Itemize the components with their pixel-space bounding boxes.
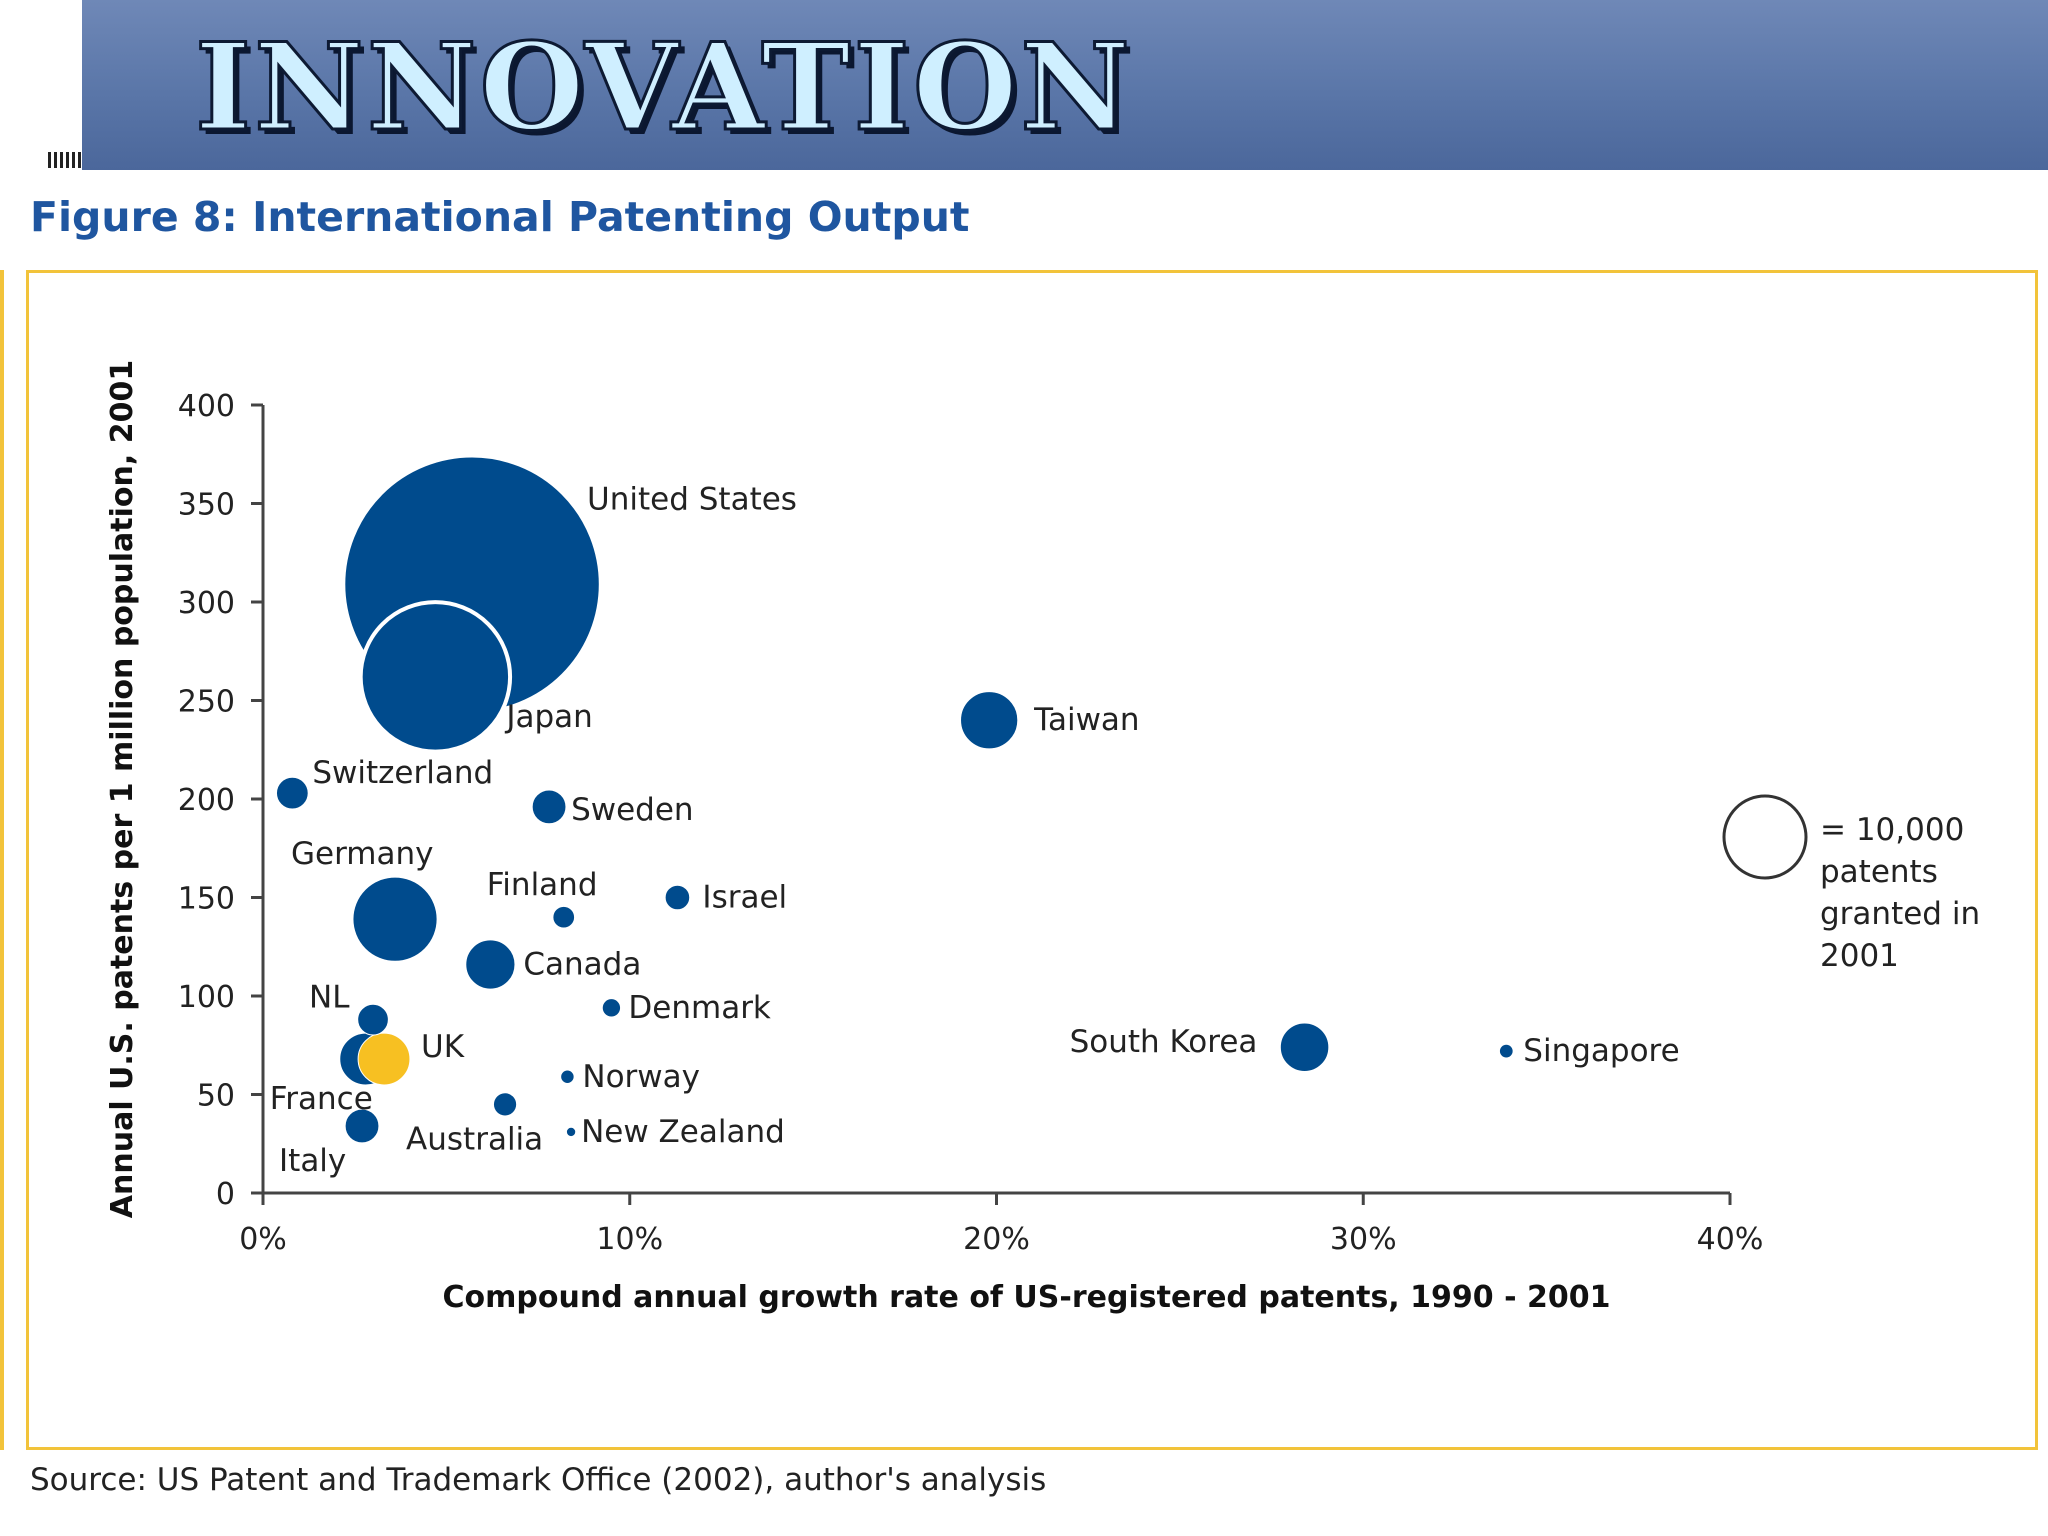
label-norway: Norway	[582, 1059, 700, 1095]
label-germany: Germany	[291, 836, 433, 872]
label-singapore: Singapore	[1523, 1033, 1679, 1069]
chart-frame	[26, 270, 2038, 1450]
bubble-canada	[465, 939, 516, 990]
bubble-israel	[664, 884, 691, 911]
x-tick-label: 40%	[1697, 1222, 1764, 1257]
bubble-new-zealand	[565, 1126, 577, 1138]
label-south-korea: South Korea	[1070, 1024, 1258, 1060]
bubble-sweden	[531, 789, 567, 825]
point-labels: United States Japan Taiwan Switzerland Swede…	[270, 481, 1680, 1179]
x-ticks: 0% 10% 20% 30% 40%	[239, 1193, 1763, 1257]
label-italy: Italy	[279, 1143, 346, 1179]
bubble-switzerland	[275, 776, 309, 810]
bubble-australia	[492, 1092, 518, 1117]
y-tick-label: 150	[178, 882, 235, 917]
bubble-south-korea	[1279, 1022, 1330, 1072]
label-sweden: Sweden	[571, 792, 694, 828]
label-taiwan: Taiwan	[1033, 702, 1139, 738]
slide-title: INNOVATION	[194, 17, 1133, 158]
label-switzerland: Switzerland	[312, 755, 493, 791]
title-banner	[82, 0, 2048, 170]
legend-text-line: patents	[1820, 854, 1938, 890]
y-tick-label: 350	[178, 488, 235, 523]
legend-text-line: 2001	[1820, 938, 1899, 974]
y-tick-label: 200	[178, 783, 235, 818]
size-legend: = 10,000 patents granted in 2001	[1722, 794, 1980, 974]
legend-text-line: granted in	[1820, 896, 1980, 932]
x-axis-title: Compound annual growth rate of US-regist…	[443, 1280, 1611, 1315]
y-ticks: 0 50 100 150 200 250 300 350 400	[178, 389, 263, 1212]
label-australia: Australia	[406, 1121, 543, 1157]
bubbles	[275, 453, 1514, 1144]
bubble-taiwan	[957, 688, 1022, 753]
bubble-germany	[349, 873, 441, 965]
y-axis-title: Annual U.S. patents per 1 million popula…	[105, 360, 140, 1218]
chart-axes: 0 50 100 150 200 250 300 350 400 0% 10% 20% 30% 40%	[178, 389, 1764, 1257]
bubble-uk	[357, 1032, 411, 1086]
legend-circle	[1722, 794, 1808, 880]
label-uk: UK	[421, 1029, 465, 1065]
x-tick-label: 30%	[1330, 1222, 1397, 1257]
bubble-denmark	[601, 998, 622, 1018]
y-tick-label: 250	[178, 685, 235, 720]
label-canada: Canada	[523, 946, 641, 982]
y-tick-label: 300	[178, 586, 235, 621]
label-japan: Japan	[504, 699, 592, 735]
left-accent-line	[0, 270, 4, 1450]
bubble-norway	[560, 1069, 575, 1085]
y-tick-label: 50	[197, 1079, 235, 1114]
label-nl: NL	[309, 980, 350, 1016]
x-tick-label: 20%	[963, 1222, 1030, 1257]
x-tick-label: 0%	[239, 1222, 287, 1257]
bubble-japan	[358, 600, 513, 754]
bubble-italy	[344, 1108, 380, 1144]
x-tick-label: 10%	[596, 1222, 663, 1257]
figure-title: Figure 8: International Patenting Output	[30, 193, 970, 241]
label-france: France	[270, 1081, 373, 1117]
label-new-zealand: New Zealand	[581, 1114, 785, 1150]
y-tick-label: 0	[216, 1177, 235, 1212]
legend-text-line: = 10,000	[1820, 812, 1964, 848]
y-tick-label: 400	[178, 389, 235, 424]
label-united-states: United States	[587, 481, 797, 517]
label-denmark: Denmark	[628, 990, 771, 1026]
y-tick-label: 100	[178, 980, 235, 1015]
source-note: Source: US Patent and Trademark Office (…	[30, 1462, 1047, 1498]
corner-mark	[48, 152, 82, 168]
label-finland: Finland	[487, 867, 598, 903]
bubble-nl	[357, 1003, 389, 1036]
label-israel: Israel	[702, 880, 787, 916]
bubble-singapore	[1498, 1043, 1514, 1059]
bubble-finland	[552, 905, 576, 929]
